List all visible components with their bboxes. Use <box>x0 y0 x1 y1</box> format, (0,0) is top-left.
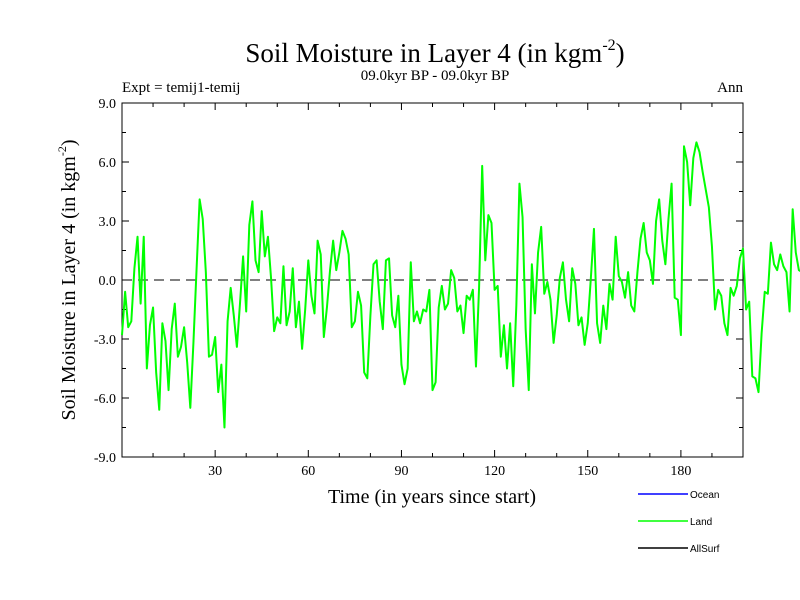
chart-subtitle: 09.0kyr BP - 09.0kyr BP <box>361 68 510 84</box>
y-tick-label: -6.0 <box>94 392 116 407</box>
series-line-land <box>121 141 800 429</box>
y-axis: 9.0 6.0 3.0 0.0 -3.0 -6.0 -9.0 <box>94 97 743 466</box>
y-axis-label: Soil Moisture in Layer 4 (in kgm-2) <box>55 139 80 420</box>
series-group <box>121 141 800 429</box>
period-label: Ann <box>717 80 743 96</box>
experiment-label: Expt = temij1-temij <box>122 80 240 96</box>
legend: Ocean Land AllSurf <box>638 490 720 555</box>
x-tick-label: 120 <box>484 464 505 479</box>
x-tick-label: 180 <box>670 464 691 479</box>
y-tick-label: 6.0 <box>99 156 117 171</box>
legend-label-ocean: Ocean <box>690 490 719 501</box>
y-tick-label: 3.0 <box>99 215 117 230</box>
y-tick-label: -9.0 <box>94 451 116 466</box>
legend-label-land: Land <box>690 517 712 528</box>
legend-label-allsurf: AllSurf <box>690 544 720 555</box>
y-axis-label-superscript: -2 <box>55 146 69 156</box>
y-axis-label-suffix: ) <box>58 139 80 146</box>
y-tick-label: -3.0 <box>94 333 116 348</box>
x-tick-label: 90 <box>394 464 408 479</box>
x-tick-label: 150 <box>577 464 598 479</box>
chart-title-suffix: ) <box>616 38 625 68</box>
x-tick-label: 60 <box>301 464 315 479</box>
y-axis-label-main: Soil Moisture in Layer 4 (in kgm <box>58 156 80 421</box>
x-axis: 30 60 90 120 150 180 <box>152 103 713 479</box>
y-tick-label: 0.0 <box>99 274 117 289</box>
chart-title: Soil Moisture in Layer 4 (in kgm-2) <box>245 37 624 68</box>
chart-title-superscript: -2 <box>602 37 615 54</box>
y-tick-label: 9.0 <box>99 97 117 112</box>
x-axis-label: Time (in years since start) <box>328 486 536 508</box>
chart-title-main: Soil Moisture in Layer 4 (in kgm <box>245 38 602 68</box>
x-tick-label: 30 <box>208 464 222 479</box>
